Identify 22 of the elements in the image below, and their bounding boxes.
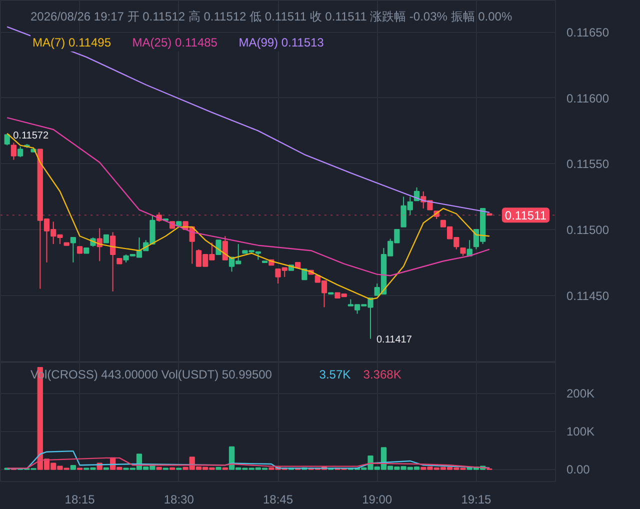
x-tick-label: 18:15 <box>64 492 96 506</box>
text: MA(25) 0.11485 <box>132 36 218 50</box>
y-tick-label: 200K <box>566 386 595 400</box>
x-tick-label: 19:00 <box>362 492 392 506</box>
annotation: 3.368K <box>363 368 402 382</box>
annotation: 0.11417 <box>376 334 412 346</box>
annotation: 0.11572 <box>13 130 49 142</box>
y-tick-label: 0.00 <box>566 462 590 476</box>
x-tick-label: 18:45 <box>262 492 294 506</box>
x-tick-label: 18:30 <box>164 492 194 506</box>
y-tick-label: 0.11650 <box>566 26 610 40</box>
text: MA(99) 0.11513 <box>238 36 324 50</box>
annotation: 3.57K <box>319 368 351 382</box>
y-tick-label: 100K <box>566 424 595 438</box>
y-tick-label: 0.11500 <box>566 223 610 238</box>
y-tick-label: 0.11550 <box>566 157 610 172</box>
text: MA(7) 0.11495 <box>32 36 112 50</box>
x-tick-label: 19:15 <box>461 492 492 506</box>
y-tick-label: 0.11600 <box>566 91 610 106</box>
ref-line-label: 0.11511 <box>504 208 547 223</box>
y-tick-label: 0.11450 <box>566 288 610 303</box>
text: 2026/08/26 19:17 开 0.11512 高 0.11512 低 0.11511 收 0.11511 涨跌幅 -0.03% 振幅 0.00% <box>30 10 512 24</box>
